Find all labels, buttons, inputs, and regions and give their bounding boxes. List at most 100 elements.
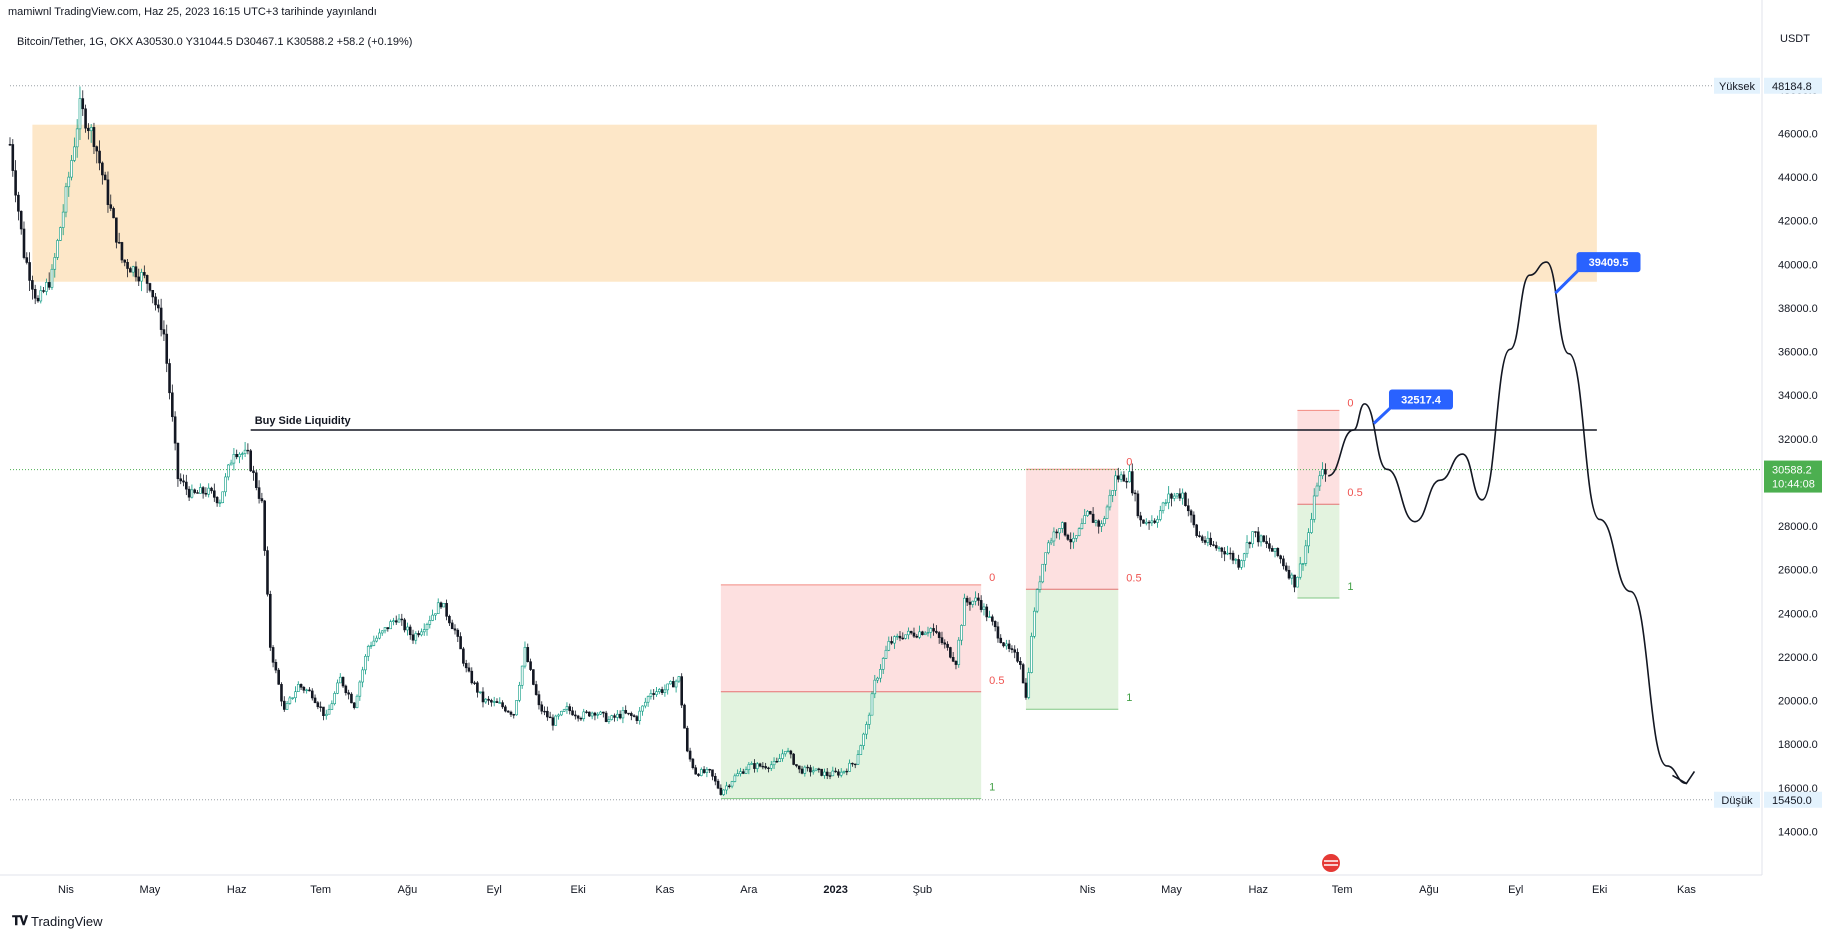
current-price-value: 30588.2 — [1772, 465, 1812, 477]
y-tick-label: 26000.0 — [1778, 565, 1818, 577]
candle-body — [1161, 502, 1165, 512]
candle-body — [33, 289, 37, 299]
candle-body — [778, 758, 781, 763]
candle-body — [322, 706, 325, 716]
candle-body — [775, 760, 779, 763]
candle-body — [1125, 481, 1128, 483]
candle-body — [515, 700, 518, 716]
candle-body — [308, 689, 311, 692]
candle-body — [140, 272, 143, 282]
candle-body — [630, 713, 633, 716]
candle-body — [1108, 494, 1112, 508]
fib-label-mid: 0.5 — [1347, 487, 1362, 499]
candle-body — [876, 677, 879, 681]
candle-body — [408, 626, 412, 636]
resistance-zone — [32, 124, 1597, 282]
candle-body — [744, 769, 748, 774]
candle-body — [302, 686, 306, 691]
candle-body — [621, 710, 625, 719]
x-tick-label: Eyl — [1508, 884, 1523, 896]
candle-body — [87, 127, 90, 132]
candle-body — [1223, 551, 1226, 555]
buy-side-liquidity-label: Buy Side Liquidity — [255, 415, 352, 427]
candle-body — [733, 775, 737, 782]
candle-body — [504, 706, 507, 712]
candle-body — [993, 621, 997, 628]
candle-body — [898, 635, 902, 639]
candle-body — [338, 676, 342, 684]
candle-body — [1214, 545, 1218, 549]
candle-body — [316, 702, 320, 708]
candle-body — [42, 290, 45, 292]
candle-body — [977, 597, 980, 601]
candle-body — [1077, 528, 1081, 536]
candle-body — [618, 713, 622, 719]
candle-body — [1147, 521, 1151, 524]
candle-body — [274, 662, 278, 671]
candle-body — [1195, 524, 1198, 536]
candle-body — [512, 714, 516, 716]
candle-body — [730, 781, 734, 787]
candle-body — [36, 297, 40, 302]
candle-body — [741, 771, 745, 774]
candle-body — [1192, 514, 1196, 526]
candle-body — [677, 676, 681, 682]
candle-body — [1021, 664, 1025, 684]
tradingview-logo-icon: 𝐓𝐕 — [12, 913, 28, 928]
candle-body — [548, 716, 552, 719]
candle-body — [506, 710, 510, 713]
candle-body — [1030, 636, 1033, 673]
candle-body — [1049, 540, 1053, 544]
candle-body — [1170, 493, 1173, 499]
candle-body — [1251, 531, 1254, 545]
candles-layer — [8, 86, 1327, 797]
candle-body — [915, 635, 919, 638]
candle-body — [1111, 490, 1114, 496]
candle-body — [25, 257, 29, 263]
candle-body — [828, 775, 832, 777]
candle-body — [691, 758, 695, 769]
high-value-box — [1764, 77, 1822, 94]
x-tick-label: May — [140, 884, 161, 896]
candle-body — [383, 627, 387, 632]
x-tick-label: Kas — [655, 884, 674, 896]
candle-body — [825, 771, 829, 776]
candle-body — [1033, 610, 1036, 637]
x-tick-label: Eyl — [487, 884, 502, 896]
candle-body — [602, 711, 605, 714]
forecast-path — [1327, 261, 1687, 785]
candle-body — [199, 487, 202, 494]
candle-body — [350, 693, 353, 704]
tradingview-brand[interactable]: 𝐓𝐕 TradingView — [12, 913, 103, 929]
candle-body — [168, 363, 171, 394]
candle-body — [129, 268, 132, 273]
candle-body — [470, 670, 474, 684]
candle-body — [588, 711, 591, 717]
candle-body — [271, 647, 275, 663]
candle-body — [565, 706, 569, 710]
current-price-box — [1764, 460, 1822, 493]
fib-box-0-lower — [720, 691, 982, 799]
candle-body — [1027, 672, 1031, 698]
fib-label-top: 0 — [989, 572, 995, 584]
candle-body — [50, 268, 54, 288]
candle-body — [310, 690, 314, 699]
candle-body — [1075, 535, 1078, 539]
candle-body — [117, 241, 121, 244]
candle-body — [1153, 520, 1156, 523]
candle-body — [143, 272, 146, 276]
candle-body — [92, 127, 96, 147]
fib-box-2-lower — [1297, 504, 1340, 598]
candle-body — [56, 240, 59, 258]
candle-body — [551, 717, 555, 726]
candle-body — [806, 766, 809, 769]
candle-body — [562, 709, 566, 712]
fib-label-mid: 0.5 — [989, 675, 1004, 687]
candle-body — [1268, 543, 1271, 549]
candle-body — [996, 626, 1000, 639]
candle-body — [364, 655, 367, 671]
candle-body — [848, 762, 851, 772]
candle-body — [772, 760, 776, 766]
candle-body — [109, 204, 113, 209]
